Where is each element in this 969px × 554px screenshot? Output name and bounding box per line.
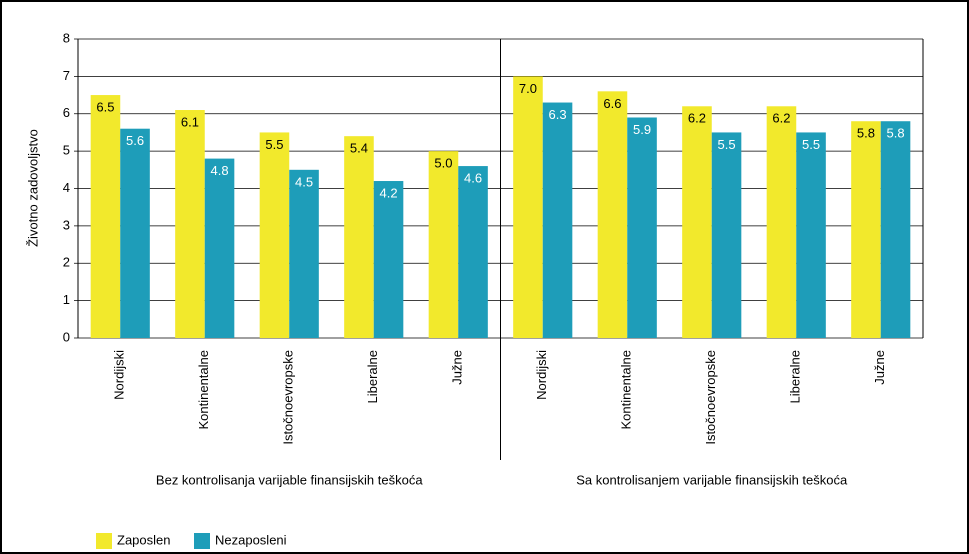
x-tick-label: Istočnoevropske <box>703 350 718 445</box>
bar <box>175 110 205 338</box>
value-label: 5.0 <box>434 156 452 171</box>
y-tick-label: 7 <box>63 68 70 83</box>
bar <box>880 121 911 338</box>
y-tick-label: 2 <box>63 255 70 270</box>
x-tick-label: Kontinentalne <box>196 350 211 430</box>
bar <box>513 76 543 338</box>
bar <box>204 158 235 338</box>
value-label: 4.8 <box>210 163 228 178</box>
value-label: 5.4 <box>350 141 368 156</box>
x-tick-label: Istočnoevropske <box>281 350 296 445</box>
value-label: 5.5 <box>717 137 735 152</box>
value-label: 5.8 <box>886 126 904 141</box>
value-label: 5.9 <box>633 122 651 137</box>
value-label: 4.6 <box>464 171 482 186</box>
value-label: 4.2 <box>379 185 397 200</box>
value-label: 6.1 <box>181 114 199 129</box>
value-label: 5.6 <box>126 133 144 148</box>
y-tick-label: 3 <box>63 217 70 232</box>
y-tick-label: 4 <box>63 180 70 195</box>
value-label: 5.5 <box>265 137 283 152</box>
bar <box>458 166 488 338</box>
bar <box>627 117 657 338</box>
value-label: 4.5 <box>295 174 313 189</box>
group-label: Sa kontrolisanjem varijable finansijskih… <box>576 472 848 487</box>
bar <box>851 121 881 338</box>
bar <box>682 106 712 339</box>
value-label: 6.5 <box>96 100 114 115</box>
x-tick-label: Južne <box>872 350 887 385</box>
bar <box>344 136 374 338</box>
bar <box>597 91 628 338</box>
bar <box>289 169 319 338</box>
bar <box>428 151 459 338</box>
value-label: 7.0 <box>519 81 537 96</box>
value-label: 6.6 <box>603 96 621 111</box>
y-tick-label: 0 <box>63 329 70 344</box>
legend-label: Nezaposleni <box>215 532 287 547</box>
bar <box>373 181 404 338</box>
value-label: 6.3 <box>548 107 566 122</box>
value-label: 5.5 <box>802 137 820 152</box>
group-label: Bez kontrolisanja varijable finansijskih… <box>156 472 423 487</box>
y-axis-label: Životno zadovoljstvo <box>25 129 40 247</box>
bar <box>766 106 797 339</box>
x-tick-label: Južne <box>450 350 465 385</box>
bar <box>711 132 742 338</box>
x-tick-label: Nordijski <box>534 350 549 400</box>
x-tick-label: Liberalne <box>365 350 380 404</box>
y-tick-label: 5 <box>63 143 70 158</box>
bar <box>542 102 573 338</box>
bar <box>259 132 290 338</box>
x-tick-label: Kontinentalne <box>619 350 634 430</box>
y-tick-label: 8 <box>63 30 70 45</box>
x-tick-label: Nordijski <box>112 350 127 400</box>
value-label: 6.2 <box>688 111 706 126</box>
x-tick-label: Liberalne <box>788 350 803 404</box>
y-tick-label: 1 <box>63 292 70 307</box>
bar <box>120 128 150 338</box>
bar <box>90 95 121 338</box>
legend-swatch <box>194 533 210 549</box>
y-tick-label: 6 <box>63 105 70 120</box>
value-label: 5.8 <box>857 126 875 141</box>
bar <box>796 132 826 338</box>
value-label: 6.2 <box>772 111 790 126</box>
legend-label: Zaposlen <box>117 532 170 547</box>
legend-swatch <box>96 533 112 549</box>
